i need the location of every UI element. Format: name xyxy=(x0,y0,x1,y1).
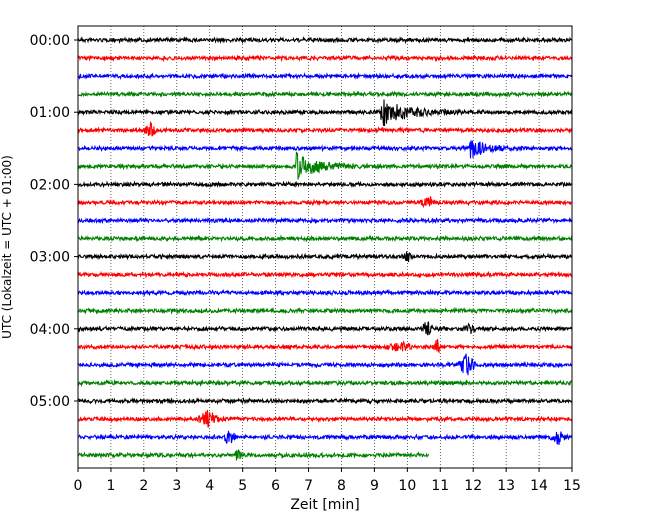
trace-line xyxy=(78,234,573,243)
trace-line xyxy=(77,216,573,225)
y-tick-label: 03:00 xyxy=(30,250,70,266)
x-tick-label: 6 xyxy=(271,478,280,494)
x-tick-label: 12 xyxy=(464,478,482,494)
y-tick-label: 01:00 xyxy=(30,105,70,121)
x-tick-label: 10 xyxy=(398,478,416,494)
x-axis-label: Zeit [min] xyxy=(290,497,359,513)
x-tick-label: 7 xyxy=(304,478,313,494)
x-tick-label: 5 xyxy=(238,478,247,494)
x-tick-label: 13 xyxy=(497,478,515,494)
y-tick-label: 00:00 xyxy=(30,33,70,49)
y-tick-label: 05:00 xyxy=(30,394,70,410)
trace-line xyxy=(77,378,573,388)
trace-line xyxy=(77,409,573,428)
trace-line xyxy=(77,306,573,315)
x-tick-label: 15 xyxy=(563,478,581,494)
trace-line xyxy=(77,120,573,137)
x-tick-label: 11 xyxy=(431,478,449,494)
plot-frame xyxy=(77,25,573,469)
trace-line xyxy=(77,338,573,354)
x-tick-label: 0 xyxy=(74,478,83,494)
x-tick-label: 2 xyxy=(139,478,148,494)
x-tick-label: 9 xyxy=(370,478,379,494)
trace-line xyxy=(77,54,573,63)
trace-line xyxy=(77,99,573,127)
trace-line xyxy=(77,90,573,99)
x-axis-ticks: 0 1 2 3 4 5 6 7 8 9 10 11 12 13 14 15 xyxy=(74,468,581,494)
seismic-traces xyxy=(77,35,573,461)
y-tick-label: 02:00 xyxy=(30,177,70,193)
trace-line xyxy=(77,35,573,45)
trace-line xyxy=(77,140,573,159)
trace-line xyxy=(77,353,573,376)
x-tick-label: 3 xyxy=(172,478,181,494)
x-tick-label: 8 xyxy=(337,478,346,494)
x-tick-label: 14 xyxy=(530,478,548,494)
trace-line xyxy=(77,430,573,445)
y-axis-label: UTC (Lokalzeit = UTC + 01:00) xyxy=(0,155,14,339)
trace-line xyxy=(77,251,573,263)
trace-line xyxy=(77,396,573,406)
trace-line xyxy=(77,196,573,209)
x-tick-label: 4 xyxy=(205,478,214,494)
y-tick-label: 04:00 xyxy=(30,322,70,338)
trace-line xyxy=(77,270,573,279)
y-axis-ticks: 00:00 01:00 02:00 03:00 04:00 05:00 xyxy=(30,33,78,410)
trace-line xyxy=(77,71,573,81)
trace-line xyxy=(77,288,573,297)
trace-line xyxy=(77,151,573,180)
x-tick-label: 1 xyxy=(106,478,115,494)
trace-line xyxy=(77,180,573,189)
trace-line xyxy=(77,321,573,336)
trace-line xyxy=(77,448,430,461)
